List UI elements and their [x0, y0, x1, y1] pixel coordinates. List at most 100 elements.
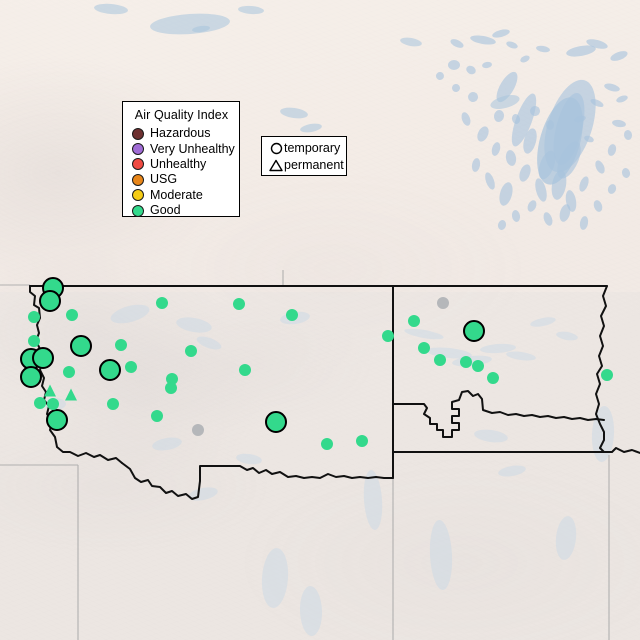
station-marker-dot — [601, 369, 613, 381]
station-marker-dot — [434, 354, 446, 366]
station-marker-temporary[interactable] — [39, 290, 61, 312]
station-marker-dot — [32, 347, 54, 369]
station-marker-temporary[interactable] — [472, 360, 484, 372]
triangle-outline-icon — [268, 159, 284, 172]
station-marker-temporary[interactable] — [107, 398, 119, 410]
symbol-legend-item-temporary: temporary — [268, 140, 341, 157]
station-marker-dot — [99, 359, 121, 381]
station-marker-temporary[interactable] — [20, 366, 42, 388]
station-marker-temporary[interactable] — [165, 382, 177, 394]
station-marker-temporary[interactable] — [601, 369, 613, 381]
aqi-legend: Air Quality Index Hazardous Very Unhealth… — [122, 101, 240, 217]
station-marker-dot — [63, 366, 75, 378]
aqi-swatch-icon — [132, 127, 144, 140]
station-marker-dot — [437, 297, 449, 309]
station-marker-temporary[interactable] — [321, 438, 333, 450]
station-marker-temporary[interactable] — [99, 359, 121, 381]
station-marker-temporary[interactable] — [382, 330, 394, 342]
station-marker-temporary[interactable] — [156, 297, 168, 309]
station-marker-temporary[interactable] — [125, 361, 137, 373]
station-marker-temporary[interactable] — [286, 309, 298, 321]
station-marker-dot — [472, 360, 484, 372]
station-marker-temporary[interactable] — [463, 320, 485, 342]
aqi-legend-label: USG — [150, 172, 178, 187]
station-marker-temporary[interactable] — [487, 372, 499, 384]
aqi-legend-item-unhealthy: Unhealthy — [132, 157, 231, 172]
station-marker-temporary[interactable] — [233, 298, 245, 310]
station-marker-dot — [185, 345, 197, 357]
station-marker-temporary[interactable] — [47, 398, 59, 410]
station-marker-temporary[interactable] — [34, 397, 46, 409]
station-marker-temporary[interactable] — [434, 354, 446, 366]
station-marker-temporary[interactable] — [239, 364, 251, 376]
aqi-legend-item-very-unhealthy: Very Unhealthy — [132, 141, 235, 156]
lake-shape — [448, 60, 460, 70]
station-marker-dot — [356, 435, 368, 447]
aqi-swatch-icon — [132, 204, 144, 217]
station-marker-dot — [20, 366, 42, 388]
station-marker-dot — [408, 315, 420, 327]
station-marker-temporary[interactable] — [70, 335, 92, 357]
station-marker-temporary[interactable] — [265, 411, 287, 433]
aqi-legend-item-moderate: Moderate — [132, 188, 231, 203]
aqi-legend-items: Hazardous Very Unhealthy Unhealthy USG Moder… — [132, 126, 235, 218]
station-marker-temporary[interactable] — [28, 335, 40, 347]
station-marker-dot — [321, 438, 333, 450]
station-marker-dot — [125, 361, 137, 373]
station-marker-dot — [460, 356, 472, 368]
station-marker-temporary[interactable] — [356, 435, 368, 447]
symbol-legend-label-temporary: temporary — [284, 141, 341, 155]
station-marker-dot — [39, 290, 61, 312]
station-marker-dot — [115, 339, 127, 351]
station-marker-dot — [165, 382, 177, 394]
symbol-legend-item-permanent: permanent — [268, 157, 344, 174]
station-marker-dot — [418, 342, 430, 354]
station-marker-dot — [47, 398, 59, 410]
circle-outline-icon — [268, 142, 284, 155]
station-marker-temporary[interactable] — [408, 315, 420, 327]
aqi-legend-title: Air Quality Index — [134, 108, 229, 122]
station-marker-temporary[interactable] — [115, 339, 127, 351]
station-marker-dot — [70, 335, 92, 357]
symbol-legend-label-permanent: permanent — [284, 158, 344, 172]
aqi-swatch-icon — [132, 158, 144, 171]
station-marker-dot — [192, 424, 204, 436]
station-marker-dot — [151, 410, 163, 422]
station-marker-temporary[interactable] — [32, 347, 54, 369]
station-marker-temporary[interactable] — [151, 410, 163, 422]
aqi-legend-item-usg: USG — [132, 172, 231, 187]
station-marker-dot — [487, 372, 499, 384]
station-marker-dot — [28, 335, 40, 347]
aqi-legend-label: Unhealthy — [150, 156, 207, 171]
station-marker-temporary[interactable] — [63, 366, 75, 378]
station-marker-dot — [286, 309, 298, 321]
station-marker-temporary[interactable] — [192, 424, 204, 436]
station-marker-dot — [265, 411, 287, 433]
aqi-legend-item-hazardous: Hazardous — [132, 126, 231, 141]
station-marker-temporary[interactable] — [460, 356, 472, 368]
station-marker-dot — [463, 320, 485, 342]
station-marker-permanent[interactable] — [43, 384, 57, 403]
station-marker-dot — [382, 330, 394, 342]
station-marker-dot — [233, 298, 245, 310]
aqi-legend-label: Good — [150, 203, 181, 218]
station-marker-temporary[interactable] — [28, 311, 40, 323]
station-marker-temporary[interactable] — [418, 342, 430, 354]
station-marker-temporary[interactable] — [437, 297, 449, 309]
station-marker-temporary[interactable] — [46, 409, 68, 431]
station-marker-dot — [46, 409, 68, 431]
station-marker-temporary[interactable] — [66, 309, 78, 321]
aqi-swatch-icon — [132, 189, 144, 202]
station-marker-dot — [34, 397, 46, 409]
aqi-swatch-icon — [132, 173, 144, 186]
station-marker-dot — [28, 311, 40, 323]
aqi-swatch-icon — [132, 143, 144, 156]
aqi-legend-label: Hazardous — [150, 126, 211, 141]
station-marker-temporary[interactable] — [185, 345, 197, 357]
aqi-legend-label: Moderate — [150, 187, 203, 202]
station-marker-permanent[interactable] — [64, 388, 78, 407]
station-marker-dot — [156, 297, 168, 309]
station-marker-dot — [107, 398, 119, 410]
